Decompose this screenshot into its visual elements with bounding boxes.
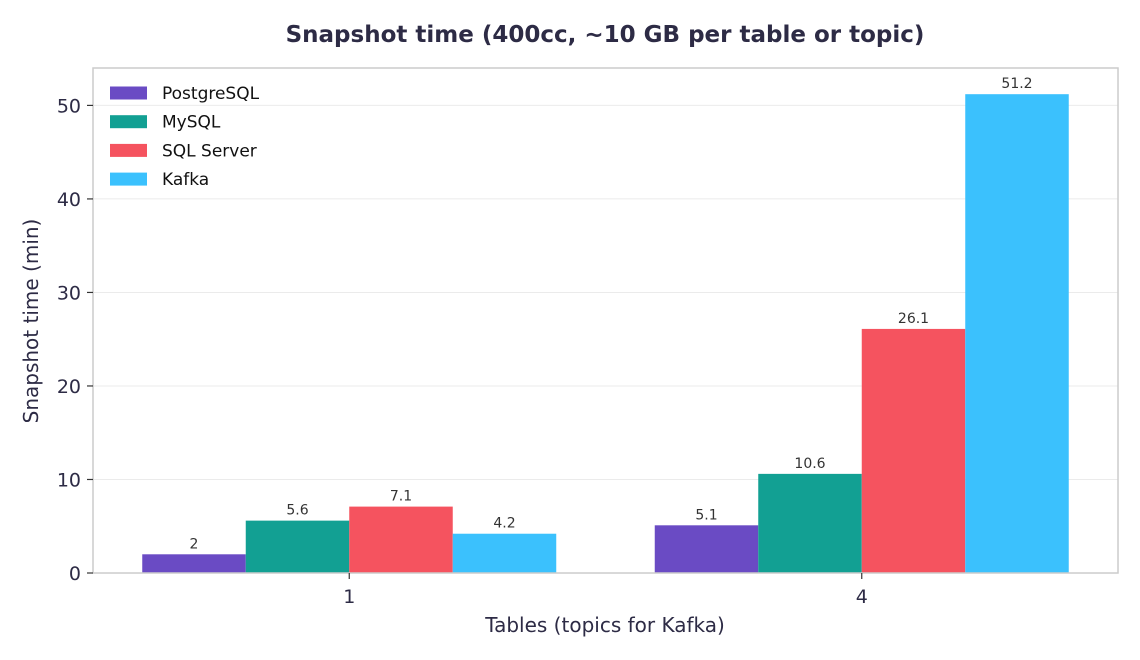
data-labels: 2 5.6 7.1 4.2 5.1 10.6 26.1 51.2 [190,76,1033,552]
bar-postgresql [654,525,759,573]
y-axis-label: Snapshot time (min) [19,219,43,424]
data-label: 5.1 [695,507,717,523]
plot-frame [92,67,1119,574]
y-tick-label: 0 [69,563,81,585]
y-tick-label: 50 [57,95,81,117]
data-label: 2 [190,536,199,552]
data-label: 10.6 [794,456,825,472]
data-label: 7.1 [390,489,412,505]
x-tick-label: 4 [856,586,868,608]
legend-item: Kafka [110,170,209,190]
legend-swatch [110,143,147,157]
data-label: 5.6 [286,503,308,519]
legend-swatch [110,172,147,186]
bars [142,94,1069,574]
legend-label: MySQL [162,113,221,133]
x-tick-label: 1 [343,586,355,608]
legend-label: Kafka [162,170,209,190]
y-tick-label: 20 [57,376,81,398]
legend: PostgreSQL MySQL SQL Server Kafka [110,84,260,190]
y-tick-label: 10 [57,469,81,491]
legend-item: MySQL [110,113,221,133]
bar-kafka [965,94,1069,574]
legend-label: SQL Server [162,141,257,161]
data-label: 51.2 [1001,76,1032,92]
chart-title: Snapshot time (400cc, ~10 GB per table o… [286,22,925,48]
legend-item: SQL Server [110,141,257,161]
bar-postgresql [142,554,246,573]
legend-swatch [110,115,147,129]
bar-sql-server [349,506,453,573]
bar-kafka [452,533,557,573]
bar-mysql [758,473,862,573]
y-axis: 0 10 20 30 40 50 [57,95,93,585]
bar-sql-server [861,328,966,573]
y-tick-label: 30 [57,282,81,304]
legend-label: PostgreSQL [162,84,260,104]
x-axis-label: Tables (topics for Kafka) [484,613,725,637]
bar-mysql [245,520,350,573]
legend-item: PostgreSQL [110,84,260,104]
legend-swatch [110,86,147,100]
y-tick-label: 40 [57,189,81,211]
data-label: 26.1 [898,311,929,327]
data-label: 4.2 [493,516,515,532]
